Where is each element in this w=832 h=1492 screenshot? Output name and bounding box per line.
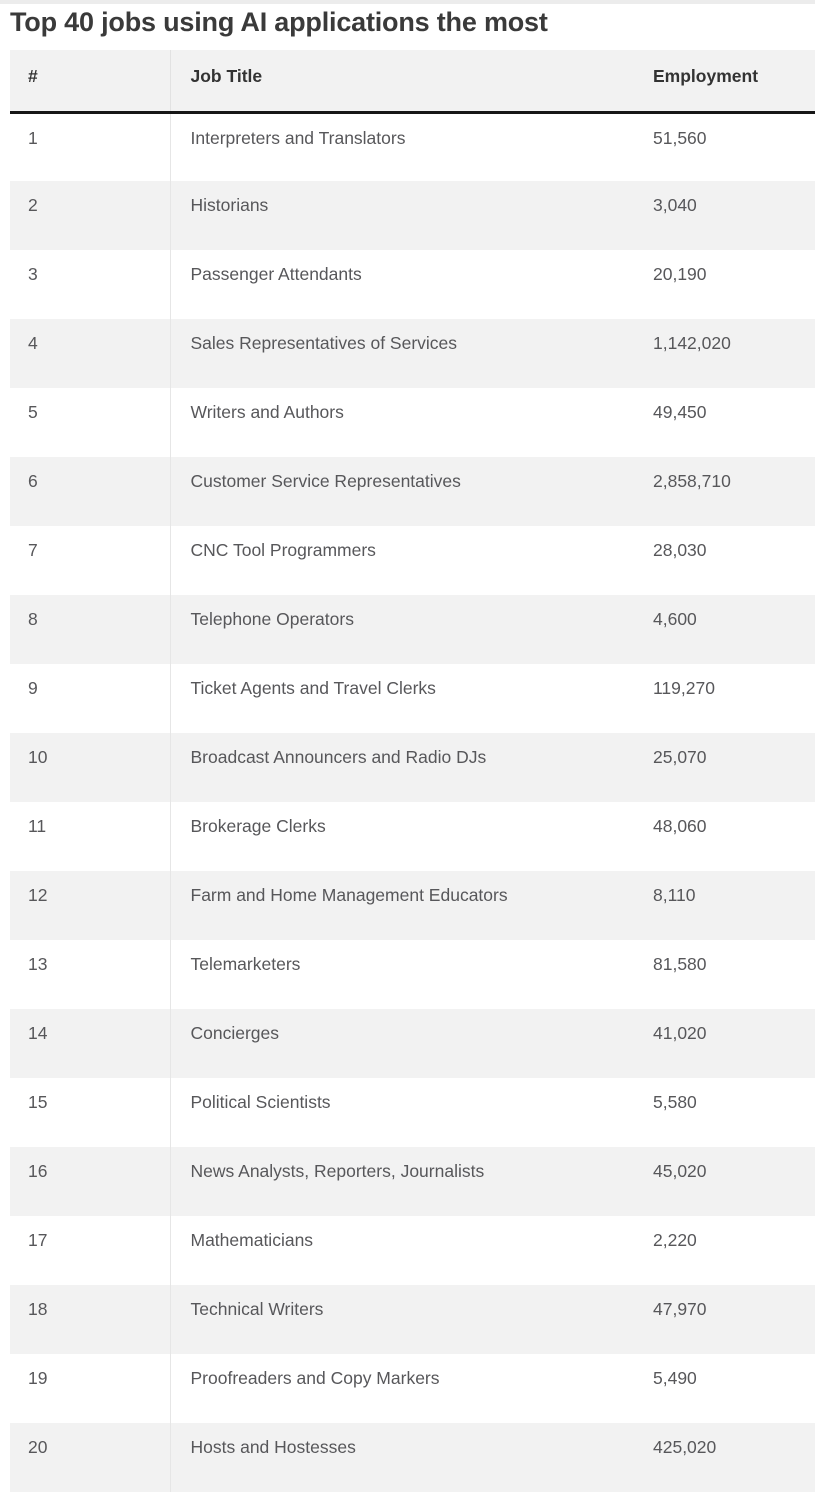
employment-cell: 2,220	[653, 1230, 697, 1250]
job-title-cell: News Analysts, Reporters, Journalists	[190, 1161, 485, 1181]
table-row: 14 Concierges 41,020	[10, 1009, 815, 1078]
table-header: # Job Title Employment	[10, 50, 815, 114]
employment-cell: 8,110	[653, 885, 696, 905]
employment-cell: 45,020	[653, 1161, 707, 1181]
job-title-cell: Passenger Attendants	[190, 264, 362, 284]
rank-cell: 18	[10, 1285, 171, 1354]
employment-cell: 20,190	[653, 264, 707, 284]
job-title-cell: Farm and Home Management Educators	[190, 885, 508, 905]
employment-cell: 25,070	[653, 747, 707, 767]
column-header-rank: #	[10, 50, 171, 114]
job-title-cell: Sales Representatives of Services	[190, 333, 458, 353]
job-title-cell: Ticket Agents and Travel Clerks	[190, 678, 436, 698]
jobs-table: # Job Title Employment 1 Interpreters and…	[10, 50, 815, 1492]
job-title-cell: Brokerage Clerks	[190, 816, 326, 836]
column-header-employment: Employment	[633, 50, 815, 114]
job-title-cell: Telephone Operators	[190, 609, 354, 629]
table-row: 19 Proofreaders and Copy Markers 5,490	[10, 1354, 815, 1423]
header-row: # Job Title Employment	[10, 50, 815, 114]
job-title-cell: Historians	[190, 195, 269, 215]
rank-cell: 16	[10, 1147, 171, 1216]
rank-cell: 12	[10, 871, 171, 940]
rank-cell: 10	[10, 733, 171, 802]
page-title: Top 40 jobs using AI applications the mo…	[10, 7, 548, 37]
employment-cell: 51,560	[653, 127, 707, 148]
rank-cell: 1	[10, 112, 171, 181]
rank-cell: 2	[10, 181, 171, 250]
rank-cell: 5	[10, 388, 171, 457]
table-row: 7 CNC Tool Programmers 28,030	[10, 526, 815, 595]
rank-cell: 17	[10, 1216, 171, 1285]
rank-cell: 13	[10, 940, 171, 1009]
employment-cell: 425,020	[653, 1437, 717, 1457]
column-header-job-title: Job Title	[170, 50, 633, 114]
rank-cell: 8	[10, 595, 171, 664]
table-row: 3 Passenger Attendants 20,190	[10, 250, 815, 319]
table-row: 15 Political Scientists 5,580	[10, 1078, 815, 1147]
rank-cell: 19	[10, 1354, 171, 1423]
employment-cell: 5,490	[653, 1368, 697, 1388]
employment-cell: 49,450	[653, 402, 707, 422]
table-row: 16 News Analysts, Reporters, Journalists 4…	[10, 1147, 815, 1216]
table-row: 17 Mathematicians 2,220	[10, 1216, 815, 1285]
table-row: 8 Telephone Operators 4,600	[10, 595, 815, 664]
employment-cell: 5,580	[653, 1092, 697, 1112]
job-title-cell: Customer Service Representatives	[190, 471, 461, 491]
table-row: 4 Sales Representatives of Services 1,142,…	[10, 319, 815, 388]
employment-cell: 3,040	[653, 195, 697, 215]
table-row: 6 Customer Service Representatives 2,858,7…	[10, 457, 815, 526]
employment-cell: 81,580	[653, 954, 707, 974]
table-row: 10 Broadcast Announcers and Radio DJs 25,0…	[10, 733, 815, 802]
employment-cell: 119,270	[653, 678, 715, 698]
table-row: 11 Brokerage Clerks 48,060	[10, 802, 815, 871]
job-title-cell: Telemarketers	[190, 954, 301, 974]
table-row: 20 Hosts and Hostesses 425,020	[10, 1423, 815, 1492]
job-title-cell: Interpreters and Translators	[190, 127, 406, 148]
job-title-cell: Broadcast Announcers and Radio DJs	[190, 747, 487, 767]
table-row: 5 Writers and Authors 49,450	[10, 388, 815, 457]
job-title-cell: Technical Writers	[190, 1299, 324, 1319]
rank-cell: 6	[10, 457, 171, 526]
table-row: 9 Ticket Agents and Travel Clerks 119,270	[10, 664, 815, 733]
top-divider	[0, 0, 815, 4]
job-title-cell: Political Scientists	[190, 1092, 331, 1112]
table-row: 18 Technical Writers 47,970	[10, 1285, 815, 1354]
job-title-cell: Hosts and Hostesses	[190, 1437, 356, 1457]
job-title-cell: Concierges	[190, 1023, 280, 1043]
rank-cell: 11	[10, 802, 171, 871]
rank-cell: 14	[10, 1009, 171, 1078]
table-row: 12 Farm and Home Management Educators 8,11…	[10, 871, 815, 940]
job-title-cell: Mathematicians	[190, 1230, 314, 1250]
employment-cell: 1,142,020	[653, 333, 731, 353]
employment-cell: 41,020	[653, 1023, 707, 1043]
table-body: 1 Interpreters and Translators 51,560 2 Hist…	[10, 112, 815, 1492]
rank-cell: 20	[10, 1423, 171, 1492]
rank-cell: 15	[10, 1078, 171, 1147]
rank-cell: 7	[10, 526, 171, 595]
employment-cell: 48,060	[653, 816, 707, 836]
rank-cell: 3	[10, 250, 171, 319]
table-row: 1 Interpreters and Translators 51,560	[10, 112, 815, 181]
rank-cell: 9	[10, 664, 171, 733]
table-row: 2 Historians 3,040	[10, 181, 815, 250]
employment-cell: 2,858,710	[653, 471, 731, 491]
employment-cell: 28,030	[653, 540, 707, 560]
job-title-cell: Writers and Authors	[190, 402, 344, 422]
table-row: 13 Telemarketers 81,580	[10, 940, 815, 1009]
employment-cell: 47,970	[653, 1299, 707, 1319]
employment-cell: 4,600	[653, 609, 697, 629]
job-title-cell: Proofreaders and Copy Markers	[190, 1368, 440, 1388]
rank-cell: 4	[10, 319, 171, 388]
job-title-cell: CNC Tool Programmers	[190, 540, 376, 560]
